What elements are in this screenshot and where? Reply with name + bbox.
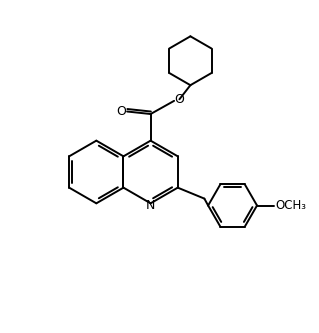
- Text: OCH₃: OCH₃: [276, 199, 307, 212]
- Text: N: N: [146, 199, 155, 212]
- Text: O: O: [116, 105, 126, 118]
- Text: O: O: [174, 93, 184, 106]
